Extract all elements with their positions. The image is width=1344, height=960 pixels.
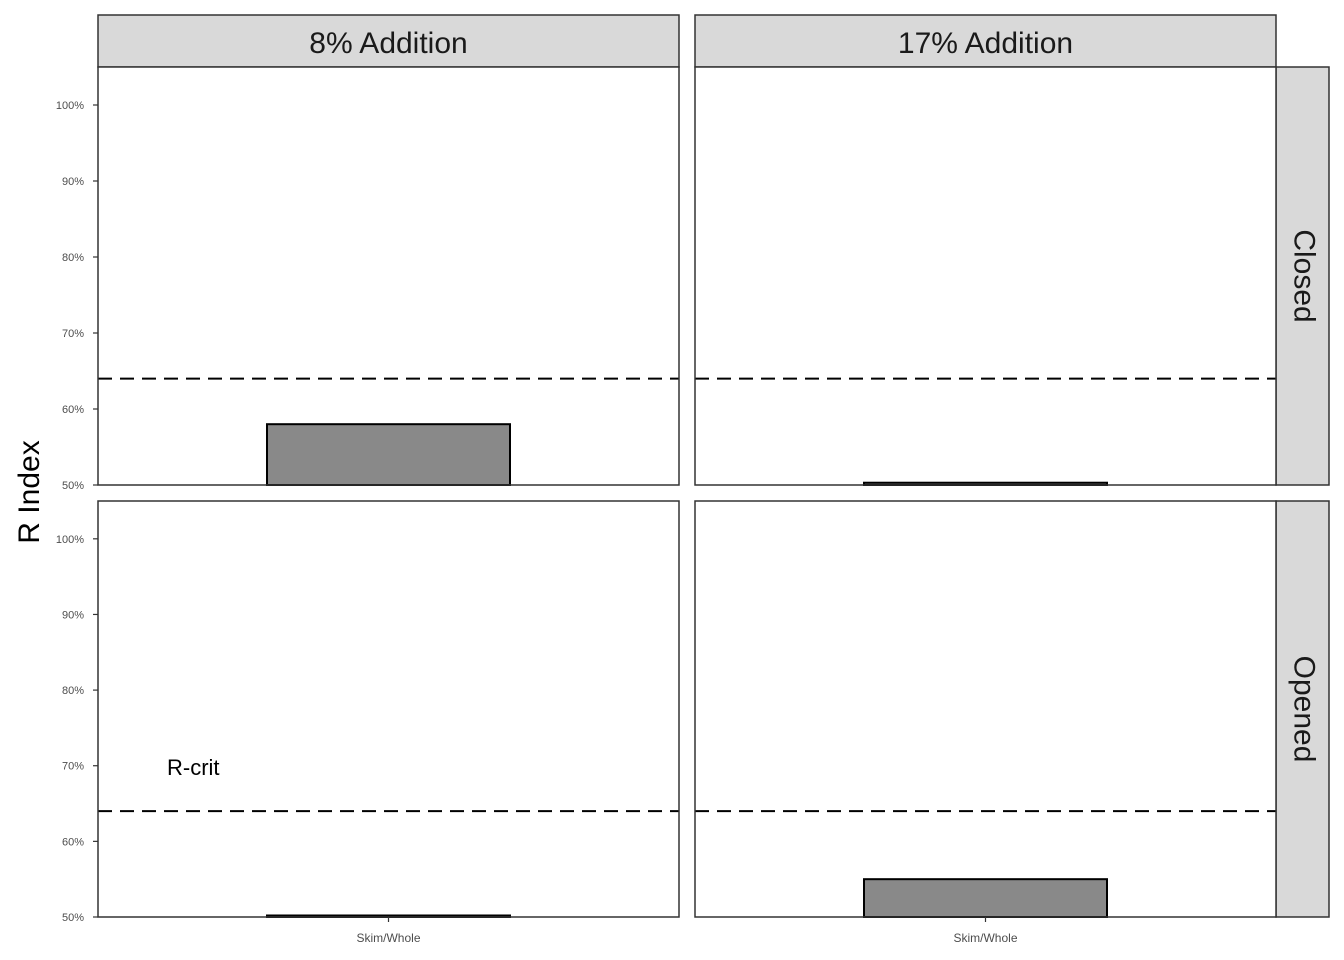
x-tick-label: Skim/Whole bbox=[356, 931, 420, 945]
panel-background bbox=[98, 501, 679, 917]
y-tick-label: 70% bbox=[62, 328, 84, 340]
panel: Skim/Whole bbox=[694, 500, 1277, 945]
column-strip-label: 8% Addition bbox=[309, 27, 467, 60]
y-axis-title: R Index bbox=[13, 440, 46, 543]
column-strip-bg bbox=[694, 14, 1277, 68]
y-tick-label: 90% bbox=[62, 176, 84, 188]
bar bbox=[266, 423, 511, 487]
row-strip-label: Opened bbox=[1288, 656, 1321, 763]
y-tick-label: 100% bbox=[56, 534, 84, 546]
y-tick-label: 90% bbox=[62, 609, 84, 621]
panel: 50% 60% 70% 80% 90% 100% bbox=[56, 66, 680, 492]
y-tick-label: 70% bbox=[62, 761, 84, 773]
row-strip-bg bbox=[1275, 500, 1330, 918]
panels: 50% 60% 70% 80% 90% 100% 50% 60% 70% 80% 90% 100% Sk… bbox=[56, 66, 1277, 945]
y-tick-label: 80% bbox=[62, 252, 84, 264]
y-tick-label: 50% bbox=[62, 480, 84, 492]
panel-border bbox=[97, 66, 680, 486]
y-tick-label: 80% bbox=[62, 685, 84, 697]
row-strip-bg bbox=[1275, 66, 1330, 486]
bar bbox=[863, 878, 1108, 919]
panel-background bbox=[695, 501, 1276, 917]
row-strip-label: Closed bbox=[1288, 229, 1321, 322]
panel bbox=[694, 66, 1277, 487]
y-tick-label: 50% bbox=[62, 912, 84, 924]
column-strip-label: 17% Addition bbox=[898, 27, 1073, 60]
x-tick-label: Skim/Whole bbox=[953, 931, 1017, 945]
panel-border bbox=[694, 66, 1277, 486]
panel: 50% 60% 70% 80% 90% 100% Skim/Whole R-crit bbox=[56, 500, 680, 945]
panel-background bbox=[98, 67, 679, 485]
y-tick-label: 60% bbox=[62, 404, 84, 416]
row-strips: Closed Opened bbox=[1275, 66, 1330, 918]
y-tick-label: 100% bbox=[56, 100, 84, 112]
panel-background bbox=[695, 67, 1276, 485]
column-strips: 8% Addition 17% Addition bbox=[97, 14, 1277, 68]
column-strip-bg bbox=[97, 14, 680, 68]
y-tick-label: 60% bbox=[62, 836, 84, 848]
reference-line-label: R-crit bbox=[167, 755, 220, 780]
